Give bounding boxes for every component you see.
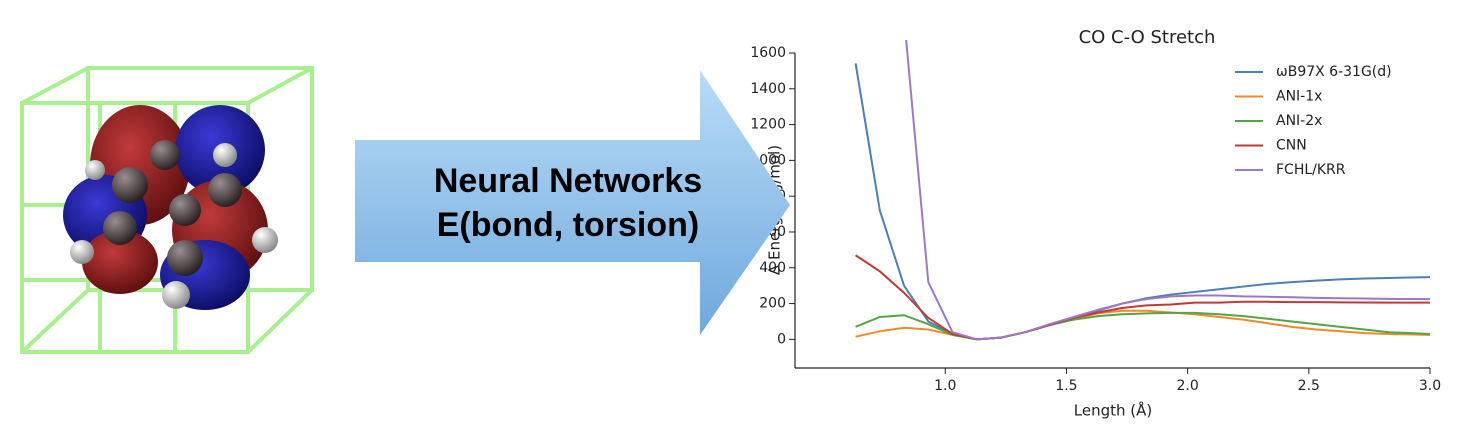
series-line bbox=[855, 254, 1430, 341]
legend-label: FCHL/KRR bbox=[1276, 162, 1346, 178]
legend-label: ωB97X 6-31G(d) bbox=[1276, 64, 1392, 80]
arrow: Neural Networks E(bond, torsion) bbox=[355, 70, 790, 335]
x-tick-label: 1.0 bbox=[934, 378, 956, 394]
series-line bbox=[855, 311, 1431, 341]
series-line bbox=[905, 40, 1431, 341]
y-tick-label: 400 bbox=[759, 260, 786, 276]
series-line bbox=[855, 309, 1431, 341]
x-tick-label: 2.0 bbox=[1177, 378, 1199, 394]
arrow-shape bbox=[355, 70, 790, 335]
y-tick-label: 1400 bbox=[750, 81, 786, 97]
molecule bbox=[20, 66, 314, 354]
legend-label: ANI-1x bbox=[1276, 89, 1322, 105]
legend-label: CNN bbox=[1276, 138, 1307, 154]
arrow-label: Neural Networks bbox=[434, 162, 702, 200]
y-tick-label: 1200 bbox=[750, 117, 786, 133]
x-tick-label: 1.5 bbox=[1055, 378, 1077, 394]
y-tick-label: 0 bbox=[777, 331, 786, 347]
plot: CO C-O Stretch02004006008001000120014001… bbox=[750, 27, 1441, 420]
chart-title: CO C-O Stretch bbox=[1079, 27, 1216, 48]
x-tick-label: 3.0 bbox=[1419, 378, 1441, 394]
x-tick-label: 2.5 bbox=[1298, 378, 1320, 394]
x-axis-label: Length (Å) bbox=[1074, 401, 1152, 420]
arrow-label: E(bond, torsion) bbox=[437, 206, 700, 244]
y-tick-label: 200 bbox=[759, 296, 786, 312]
y-tick-label: 1600 bbox=[750, 45, 786, 61]
legend-label: ANI-2x bbox=[1276, 113, 1322, 129]
